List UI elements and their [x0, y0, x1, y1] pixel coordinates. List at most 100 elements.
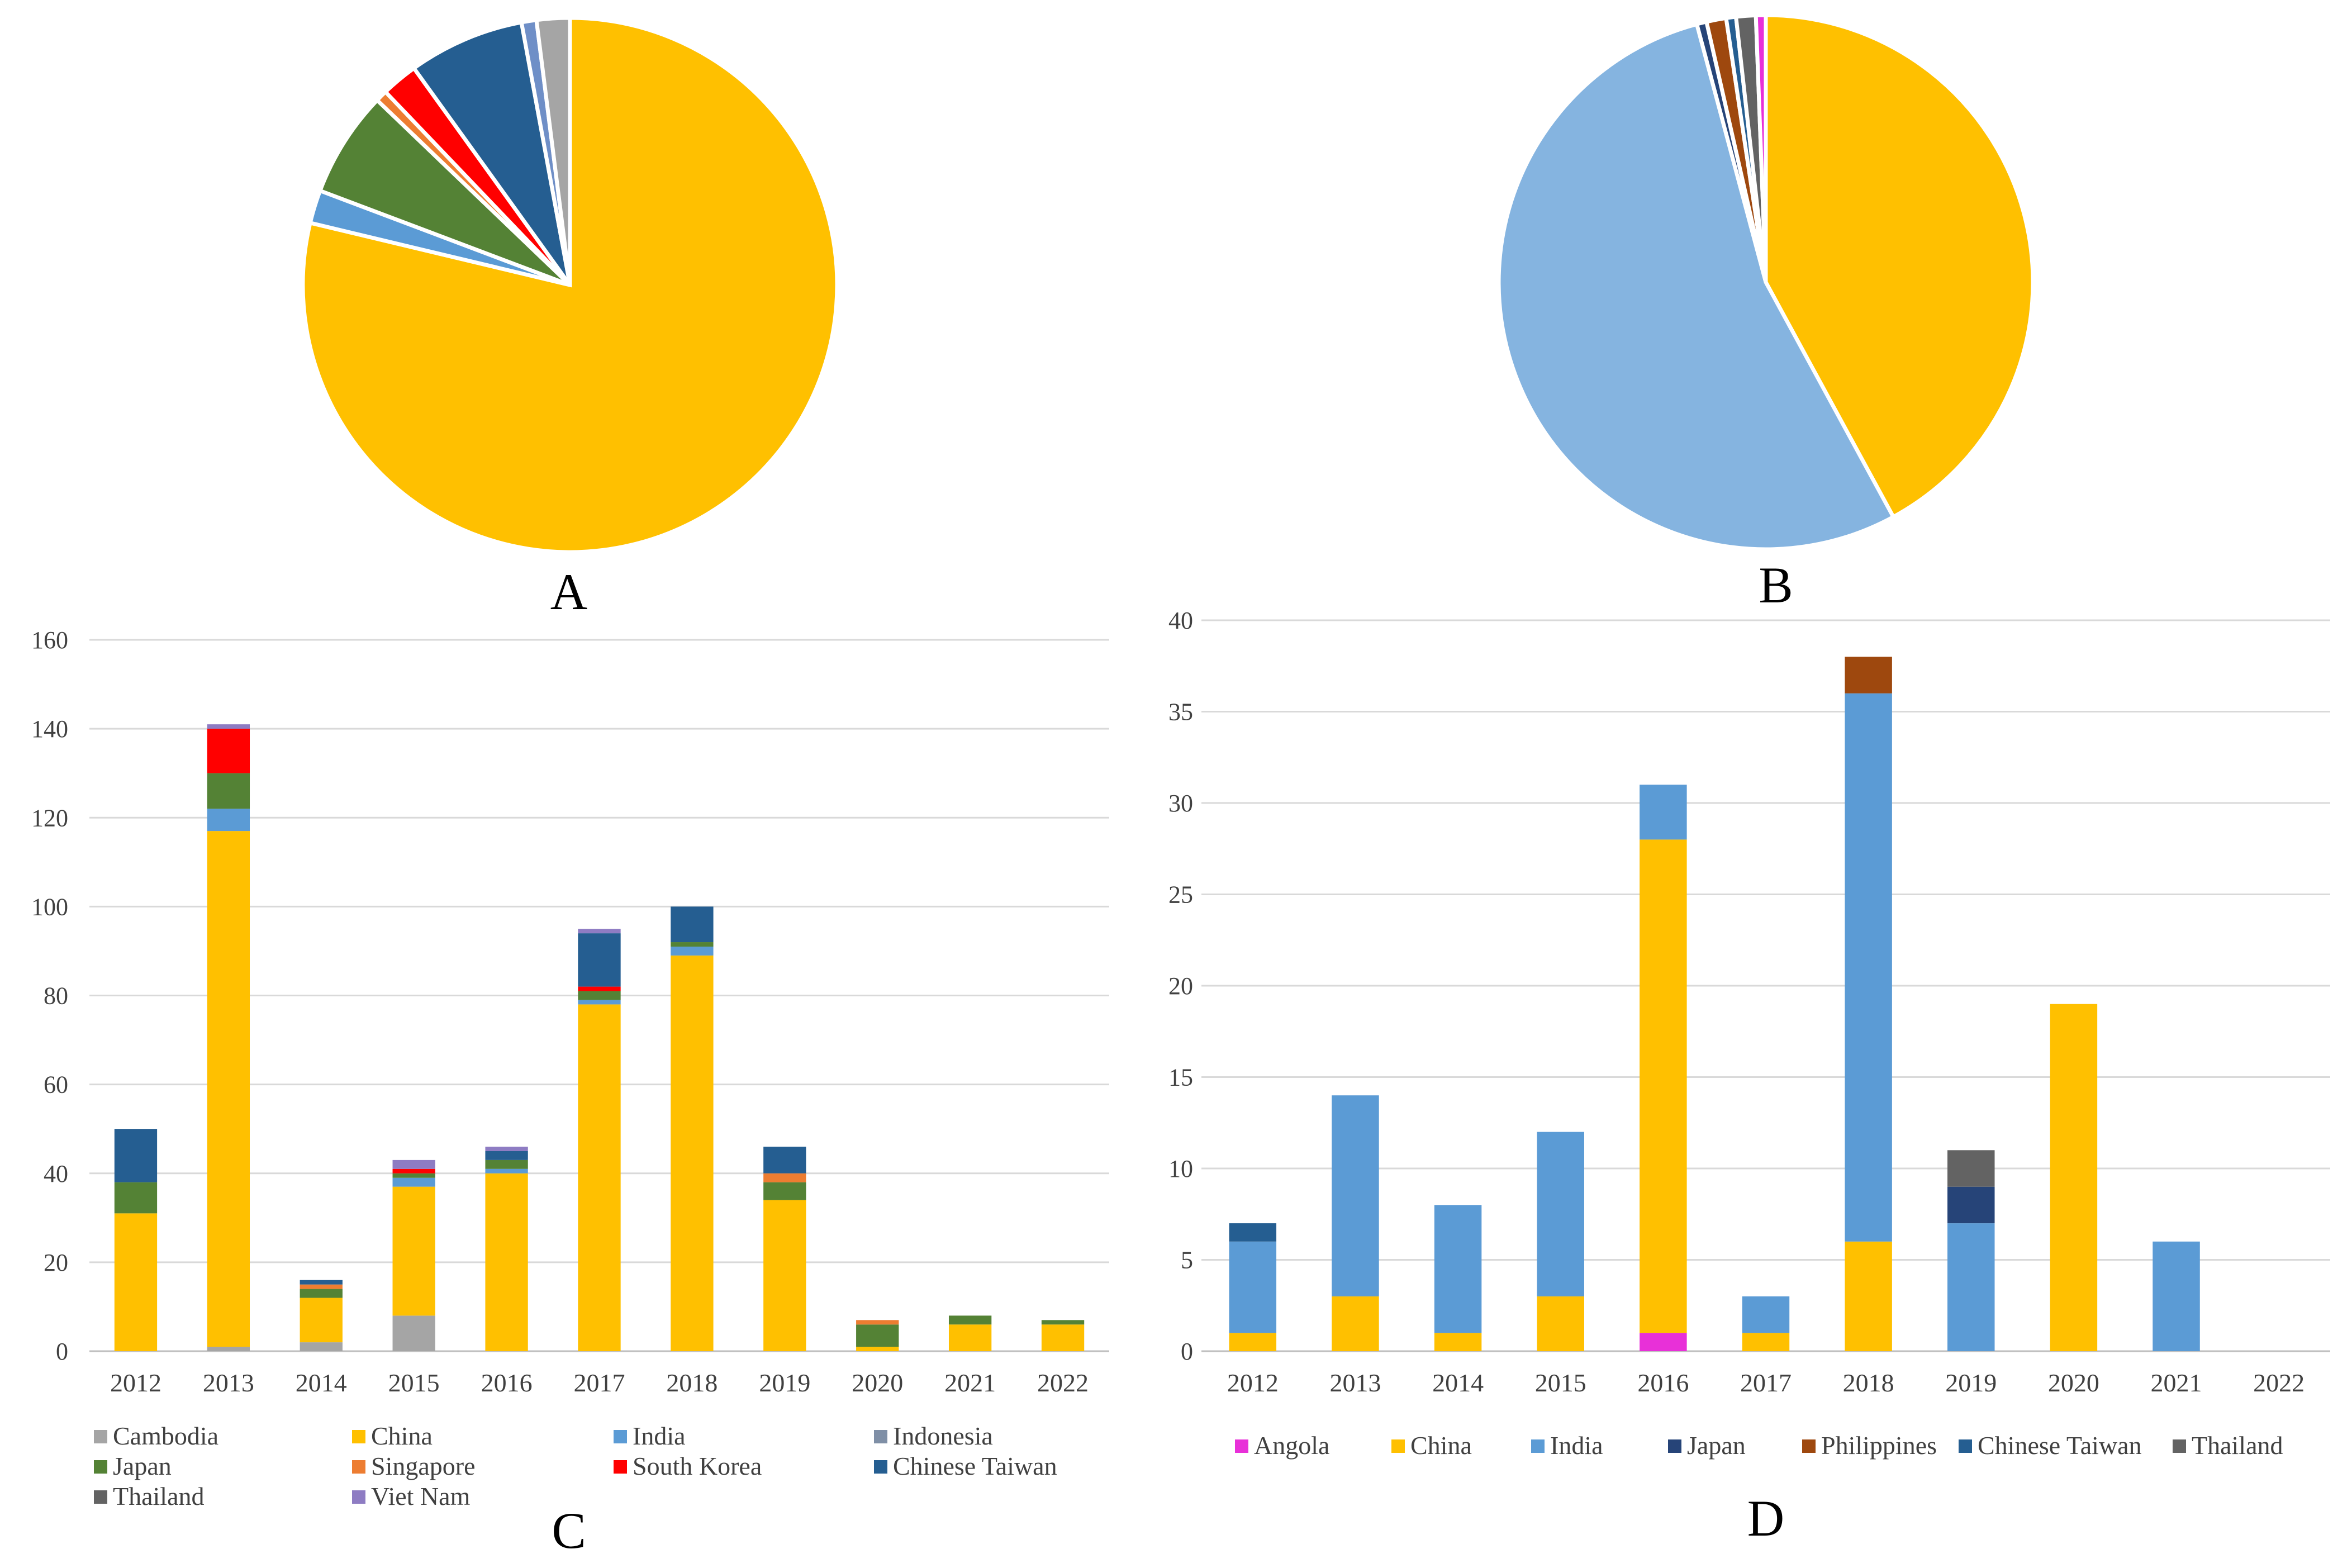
bar-india-2014	[1434, 1205, 1482, 1333]
legend-label-china: China	[371, 1422, 433, 1450]
y-tick-label: 60	[44, 1071, 68, 1099]
legend-label-india: India	[1550, 1431, 1603, 1460]
y-tick-label: 140	[31, 715, 68, 743]
bar-japan-2013	[207, 773, 250, 809]
bar-japan-2020	[856, 1324, 899, 1347]
y-tick-label: 10	[1168, 1155, 1193, 1182]
legend-swatch-viet-nam	[352, 1490, 365, 1504]
legend-swatch-china	[1391, 1439, 1405, 1453]
legend-label-japan: Japan	[113, 1452, 172, 1480]
legend-label-angola: Angola	[1254, 1431, 1329, 1460]
x-tick-label: 2014	[296, 1369, 347, 1397]
legend-swatch-japan	[94, 1460, 107, 1474]
bar-japan-2016	[485, 1160, 528, 1169]
x-tick-label: 2013	[1329, 1369, 1381, 1397]
x-tick-label: 2021	[2151, 1369, 2202, 1397]
bar-china-2017	[578, 1004, 621, 1351]
bar-chinese-taiwan-2019	[763, 1147, 806, 1173]
legend-label-japan: Japan	[1687, 1431, 1746, 1460]
bar-india-2018	[671, 946, 714, 956]
y-tick-label: 80	[44, 982, 68, 1010]
bar-philippines-2018	[1845, 657, 1892, 693]
legend-swatch-singapore	[352, 1460, 365, 1474]
bar-angola-2016	[1640, 1333, 1687, 1351]
bar-viet-nam-2013	[207, 724, 250, 729]
bar-india-2016	[1640, 785, 1687, 840]
panel-label-a: A	[550, 563, 587, 620]
bar-china-2017	[1742, 1333, 1790, 1351]
bar-viet-nam-2016	[485, 1147, 528, 1151]
pie-slice-chinese-taiwan	[411, 20, 572, 287]
bar-india-2017	[1742, 1296, 1790, 1333]
legend-label-south-korea: South Korea	[633, 1452, 762, 1480]
bar-south-korea-2017	[578, 986, 621, 991]
bar-india-2012	[1229, 1241, 1277, 1333]
bar-japan-2012	[114, 1182, 158, 1214]
x-tick-label: 2018	[666, 1369, 718, 1397]
bar-viet-nam-2015	[392, 1160, 435, 1169]
bar-china-2015	[1537, 1296, 1584, 1351]
legend-swatch-chinese-taiwan	[1959, 1439, 1972, 1453]
bar-china-2012	[1229, 1333, 1277, 1351]
x-tick-label: 2021	[944, 1369, 996, 1397]
bar-china-2013	[207, 831, 250, 1347]
pie-slice-angola	[1754, 13, 1768, 283]
bar-india-2015	[1537, 1132, 1584, 1296]
legend-swatch-indonesia	[874, 1430, 887, 1443]
bar-chinese-taiwan-2016	[485, 1151, 528, 1160]
bar-thailand-2019	[1947, 1150, 1995, 1187]
bar-south-korea-2015	[392, 1168, 435, 1173]
bar-china-2022	[1041, 1324, 1085, 1351]
bar-japan-2017	[578, 991, 621, 1000]
legend-swatch-thailand	[2173, 1439, 2186, 1453]
legend-label-singapore: Singapore	[371, 1452, 476, 1480]
legend-swatch-china	[352, 1430, 365, 1443]
legend-swatch-south-korea	[614, 1460, 627, 1474]
x-tick-label: 2016	[1637, 1369, 1689, 1397]
panel-label-c: C	[552, 1502, 586, 1559]
x-tick-label: 2017	[574, 1369, 625, 1397]
x-tick-label: 2020	[852, 1369, 903, 1397]
bar-china-2020	[856, 1347, 899, 1351]
legend-label-viet-nam: Viet Nam	[371, 1482, 471, 1510]
legend-swatch-philippines	[1802, 1439, 1816, 1453]
bar-india-2013	[207, 809, 250, 831]
pie-slice-china	[301, 16, 839, 554]
y-tick-label: 15	[1168, 1064, 1193, 1091]
x-tick-label: 2014	[1432, 1369, 1484, 1397]
legend-label-china: China	[1410, 1431, 1472, 1460]
bar-chinese-taiwan-2017	[578, 933, 621, 987]
y-tick-label: 0	[1181, 1338, 1193, 1365]
bar-chart-d: 0 5 10 15 20 25 30 35 40 2012 2013 2014 2015 2016 2017…	[1168, 607, 2330, 1460]
bar-china-2018	[671, 955, 714, 1351]
y-tick-label: 100	[31, 893, 68, 920]
pie-slice-china	[1764, 13, 2035, 520]
bar-japan-2021	[948, 1315, 992, 1325]
x-tick-label: 2013	[203, 1369, 254, 1397]
bar-japan-2014	[300, 1289, 343, 1298]
y-tick-label: 30	[1168, 790, 1193, 817]
y-tick-label: 40	[1168, 607, 1193, 634]
x-tick-label: 2022	[2253, 1369, 2305, 1397]
bar-chinese-taiwan-2014	[300, 1280, 343, 1285]
legend-label-india: India	[633, 1422, 686, 1450]
bar-china-2018	[1845, 1241, 1892, 1351]
x-tick-label: 2015	[1535, 1369, 1586, 1397]
bar-china-2016	[1640, 839, 1687, 1333]
x-tick-label: 2015	[388, 1369, 440, 1397]
bar-singapore-2019	[763, 1173, 806, 1182]
x-tick-label: 2017	[1740, 1369, 1792, 1397]
x-tick-label: 2016	[481, 1369, 533, 1397]
bar-india-2016	[485, 1168, 528, 1173]
bar-chinese-taiwan-2012	[114, 1129, 158, 1182]
legend-swatch-cambodia	[94, 1430, 107, 1443]
y-tick-label: 40	[44, 1160, 68, 1187]
y-tick-label: 35	[1168, 699, 1193, 726]
bar-singapore-2014	[300, 1284, 343, 1289]
bar-china-2014	[300, 1298, 343, 1343]
pie-slice-cambodia	[534, 16, 572, 286]
bar-viet-nam-2017	[578, 929, 621, 934]
x-tick-label: 2012	[1227, 1369, 1279, 1397]
bar-japan-2015	[392, 1173, 435, 1178]
